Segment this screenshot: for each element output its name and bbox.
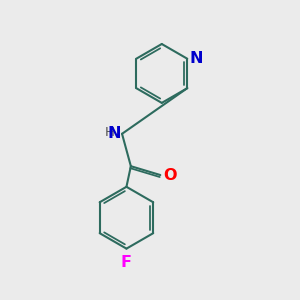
Text: F: F <box>121 254 132 269</box>
Text: O: O <box>163 167 177 182</box>
Text: N: N <box>107 126 121 141</box>
Text: H: H <box>105 126 115 139</box>
Text: N: N <box>189 51 203 66</box>
